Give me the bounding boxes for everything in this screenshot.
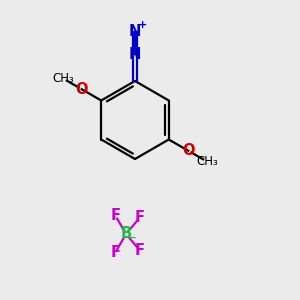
Text: N: N bbox=[129, 46, 141, 62]
Text: O: O bbox=[76, 82, 88, 97]
Text: O: O bbox=[182, 143, 194, 158]
Text: −: − bbox=[128, 233, 137, 243]
Text: F: F bbox=[110, 208, 120, 223]
Text: F: F bbox=[135, 243, 145, 258]
Text: F: F bbox=[135, 210, 145, 225]
Text: CH₃: CH₃ bbox=[52, 72, 74, 85]
Text: B: B bbox=[120, 226, 132, 242]
Text: N: N bbox=[129, 24, 141, 39]
Text: CH₃: CH₃ bbox=[196, 155, 218, 168]
Text: F: F bbox=[110, 245, 120, 260]
Text: +: + bbox=[138, 20, 147, 31]
